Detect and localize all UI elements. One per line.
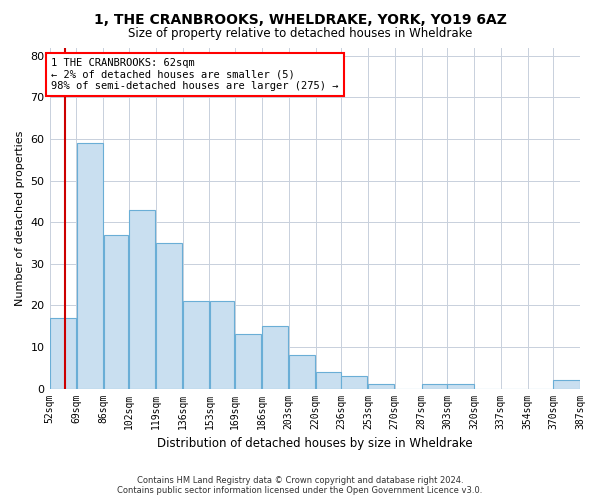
Text: 1, THE CRANBROOKS, WHELDRAKE, YORK, YO19 6AZ: 1, THE CRANBROOKS, WHELDRAKE, YORK, YO19…	[94, 12, 506, 26]
Bar	[422, 384, 446, 388]
Bar	[368, 384, 394, 388]
Bar	[210, 301, 235, 388]
Text: Contains HM Land Registry data © Crown copyright and database right 2024.
Contai: Contains HM Land Registry data © Crown c…	[118, 476, 482, 495]
X-axis label: Distribution of detached houses by size in Wheldrake: Distribution of detached houses by size …	[157, 437, 473, 450]
Bar	[341, 376, 367, 388]
Bar	[262, 326, 288, 388]
Text: 1 THE CRANBROOKS: 62sqm
← 2% of detached houses are smaller (5)
98% of semi-deta: 1 THE CRANBROOKS: 62sqm ← 2% of detached…	[51, 58, 338, 91]
Bar	[316, 372, 341, 388]
Bar	[448, 384, 473, 388]
Y-axis label: Number of detached properties: Number of detached properties	[15, 130, 25, 306]
Bar	[156, 243, 182, 388]
Text: Size of property relative to detached houses in Wheldrake: Size of property relative to detached ho…	[128, 28, 472, 40]
Bar	[129, 210, 155, 388]
Bar	[77, 143, 103, 388]
Bar	[553, 380, 580, 388]
Bar	[183, 301, 209, 388]
Bar	[289, 356, 315, 388]
Bar	[50, 318, 76, 388]
Bar	[235, 334, 262, 388]
Bar	[104, 234, 128, 388]
